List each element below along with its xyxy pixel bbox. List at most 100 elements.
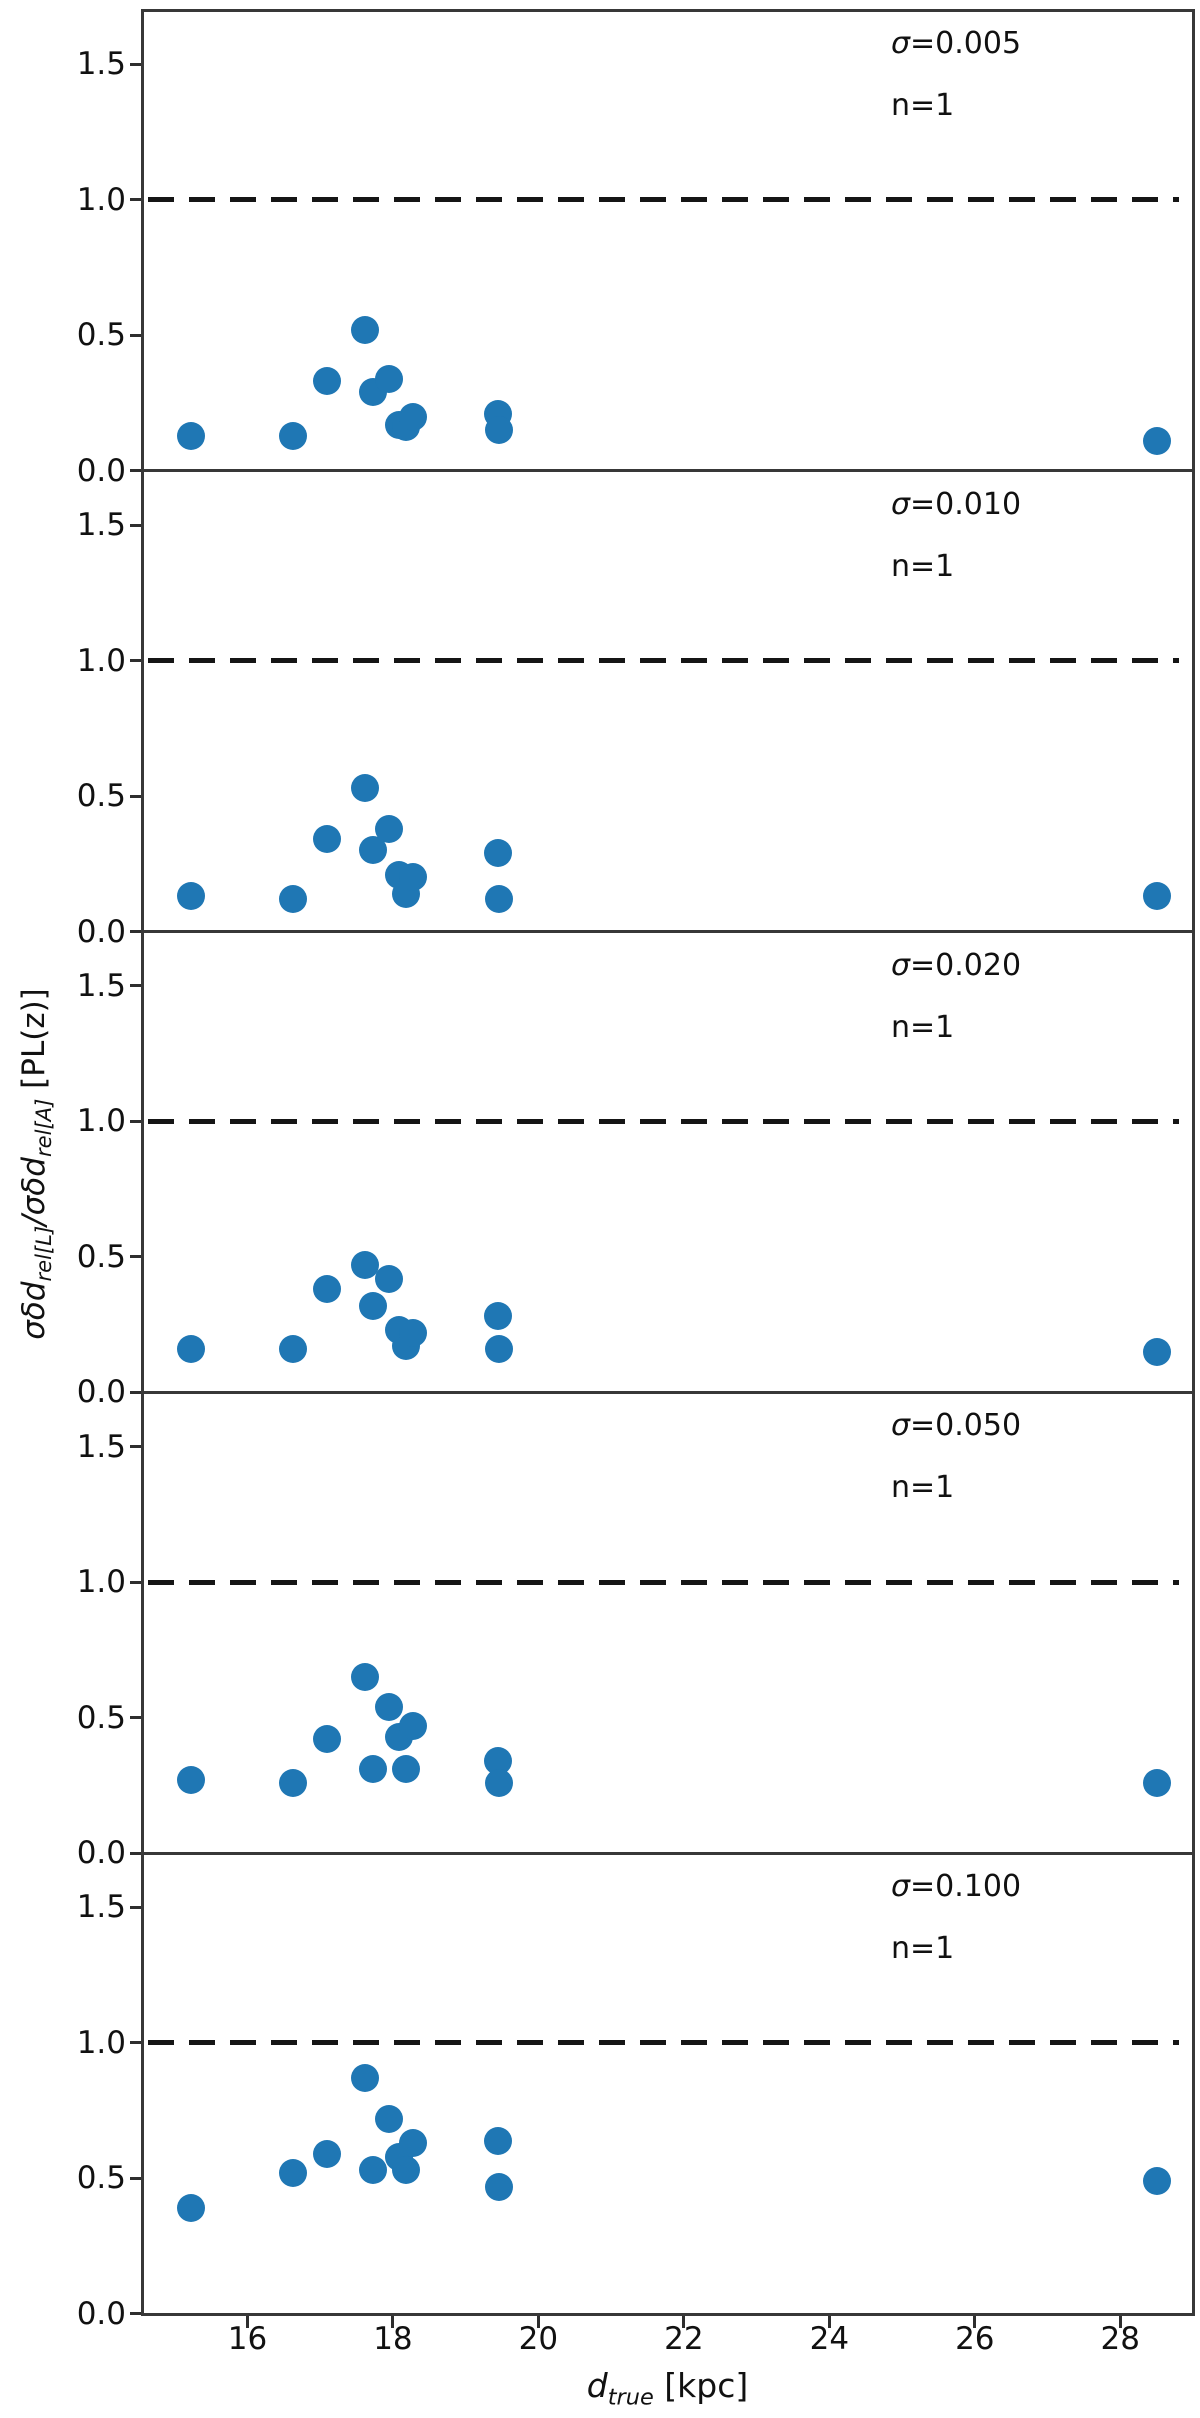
y-tick [130, 659, 142, 663]
y-tick-label: 0.5 [76, 1699, 126, 1736]
x-tick [245, 2314, 249, 2328]
data-point [399, 402, 428, 431]
y-tick [130, 1580, 142, 1584]
y-tick-label: 0.5 [76, 317, 126, 354]
n-annotation: n=1 [891, 548, 955, 584]
sigma-symbol: σ [891, 1408, 911, 1444]
data-point [483, 2126, 512, 2155]
data-point [279, 1335, 308, 1364]
y-tick [130, 984, 142, 988]
y-tick-label: 0.0 [76, 1374, 126, 1411]
y-tick-label: 1.5 [76, 1428, 126, 1465]
data-point [375, 814, 404, 843]
data-point [351, 773, 380, 802]
y-tick [130, 1905, 142, 1909]
data-point [279, 1768, 308, 1797]
panel-boundary-spine [140, 1390, 1195, 1394]
y-tick [130, 1255, 142, 1259]
y-axis-label-unit: [PL(z)] [15, 988, 52, 1099]
y-tick-label: 0.0 [76, 1835, 126, 1872]
y-tick-label: 0.0 [76, 452, 126, 489]
sigma-symbol: σ [891, 26, 911, 61]
data-point [313, 825, 342, 854]
data-point [375, 2104, 404, 2133]
data-point [1142, 426, 1171, 455]
data-point [177, 1335, 206, 1364]
panel-sigma0.100: σ=0.100 n=1 0.0 0.5 1.0 1.5 [77, 1853, 1193, 2330]
data-point [359, 2156, 388, 2185]
data-point [177, 1766, 206, 1794]
data-point [313, 367, 342, 396]
n-annotation: n=1 [891, 1931, 955, 1967]
data-point [359, 1755, 388, 1784]
data-point [177, 421, 206, 450]
data-point [1142, 882, 1171, 911]
data-point [399, 1711, 428, 1740]
y-tick-label: 0.0 [76, 2295, 126, 2332]
data-point [399, 2129, 428, 2158]
y-tick [130, 1851, 142, 1855]
data-point [392, 1755, 421, 1784]
sigma-annotation: σ=0.020 [891, 948, 1021, 984]
sigma-annotation: σ=0.100 [891, 1869, 1021, 1905]
y-tick-label: 1.5 [76, 46, 126, 83]
panel-boundary-spine [140, 1851, 1195, 1855]
x-axis-label: dtrue [kpc] [142, 2366, 1193, 2411]
data-point [399, 1318, 428, 1347]
y-tick [130, 1716, 142, 1720]
y-tick-label: 1.0 [76, 1103, 126, 1140]
sigma-symbol: σ [891, 947, 911, 983]
y-tick-label: 1.5 [76, 507, 126, 543]
data-point [313, 2140, 342, 2169]
y-tick [130, 2312, 142, 2316]
sigma-value: =0.020 [910, 947, 1022, 983]
sigma-value: =0.050 [910, 1408, 1022, 1444]
y-tick [130, 62, 142, 66]
x-tick-label: 16 [227, 2321, 268, 2357]
data-point [375, 1264, 404, 1293]
n-annotation: n=1 [891, 1009, 955, 1045]
data-point [279, 421, 308, 450]
y-tick [130, 198, 142, 202]
data-point [392, 2156, 421, 2185]
y-axis-label-part: σδd [15, 1281, 52, 1340]
data-point [485, 416, 514, 445]
data-point [485, 2172, 514, 2201]
sigma-symbol: σ [891, 486, 911, 522]
y-tick [130, 2041, 142, 2045]
data-point [485, 1335, 514, 1364]
reference-line-y-equals-1 [148, 1579, 1179, 1585]
sigma-annotation: σ=0.050 [891, 1408, 1021, 1444]
data-point [1142, 1768, 1171, 1797]
top-axis-spine [140, 8, 1195, 12]
reference-line-y-equals-1 [148, 2040, 1179, 2046]
x-tick [391, 2314, 395, 2328]
x-tick [682, 2314, 686, 2328]
y-tick-label: 1.0 [76, 181, 126, 218]
y-tick [130, 469, 142, 473]
left-axis-spine [140, 10, 144, 2314]
y-tick-label: 0.5 [76, 1238, 126, 1275]
y-tick [130, 1119, 142, 1123]
x-axis-label-symbol: d [586, 2366, 608, 2405]
data-point [177, 2194, 206, 2223]
x-tick [1118, 2314, 1122, 2328]
data-point [279, 885, 308, 914]
data-point [485, 885, 514, 914]
data-point [375, 364, 404, 393]
x-tick-label: 20 [518, 2321, 559, 2357]
x-tick-label: 28 [1100, 2321, 1140, 2357]
y-tick-label: 0.0 [76, 913, 126, 950]
x-tick [973, 2314, 977, 2328]
x-tick-label: 22 [664, 2321, 704, 2357]
data-point [359, 1291, 388, 1320]
bottom-axis-spine [140, 2312, 1195, 2316]
sigma-annotation: σ=0.005 [891, 26, 1021, 62]
reference-line-y-equals-1 [148, 1118, 1179, 1124]
x-tick-label: 26 [955, 2321, 995, 2357]
y-tick [130, 523, 142, 527]
y-tick [130, 930, 142, 934]
data-point [313, 1725, 342, 1754]
y-tick [130, 333, 142, 337]
